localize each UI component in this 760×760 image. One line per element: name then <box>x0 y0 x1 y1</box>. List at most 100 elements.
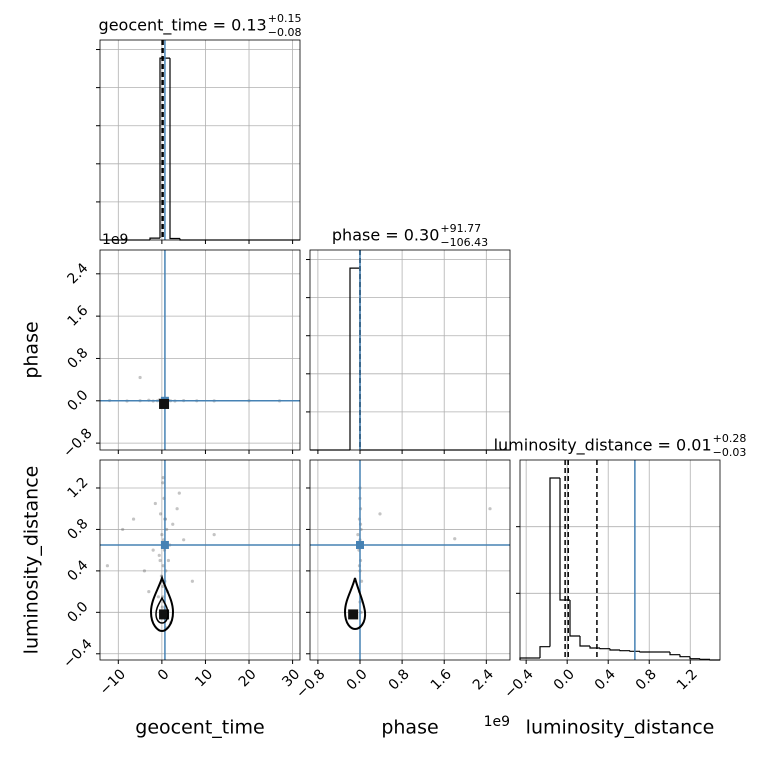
panel-title: luminosity_distance = 0.01 <box>494 436 712 456</box>
sample-point <box>157 553 161 557</box>
panel-frame <box>309 249 511 451</box>
y-tick-label: 0.4 <box>64 557 91 584</box>
sample-point <box>161 481 165 485</box>
sample-point <box>378 512 382 516</box>
sample-point <box>105 564 110 568</box>
sample-point <box>488 507 492 511</box>
title-superscript: +0.15 <box>268 12 302 25</box>
x-tick-label: 0.8 <box>386 666 413 693</box>
title-subscript: −0.03 <box>713 446 747 459</box>
sample-point <box>160 605 164 609</box>
y-tick-label: 0.0 <box>64 387 91 414</box>
x-axis-label: geocent_time <box>135 717 264 739</box>
panel: −0.8 0.0 0.8 1.6 2.4 phase 1e9 <box>293 459 511 739</box>
y-axis-label: luminosity_distance <box>21 466 43 655</box>
y-tick-label: 2.4 <box>64 260 91 287</box>
histogram-step <box>159 57 170 239</box>
peak-marker <box>348 609 359 620</box>
sample-point <box>171 522 175 526</box>
panel-background <box>520 460 720 660</box>
x-tick-label: 20 <box>236 666 260 690</box>
truth-marker <box>356 540 364 549</box>
title-superscript: +0.28 <box>713 432 747 445</box>
panel-background <box>310 250 510 450</box>
title-superscript: +91.77 <box>440 222 481 235</box>
contour <box>343 577 367 631</box>
x-tick-label: −0.4 <box>501 666 536 701</box>
histogram-step <box>629 650 640 652</box>
x-tick-label: 0 <box>155 666 173 684</box>
panel: geocent_time = 0.13 +0.15−0.08 <box>96 12 301 244</box>
x-tick-label: 0.8 <box>633 666 660 693</box>
sample-point <box>156 595 160 599</box>
panel-frame <box>99 39 301 241</box>
panel-title: phase = 0.30 <box>332 226 439 245</box>
x-tick-label: 0.4 <box>592 666 619 693</box>
panel: −0.8 0.0 0.8 1.6 2.4 phase 1e9 <box>21 232 301 461</box>
panel-background <box>310 460 510 660</box>
contours <box>149 574 367 633</box>
histogram-step <box>349 267 360 450</box>
histogram-step <box>559 478 570 601</box>
x-tick-label: 2.4 <box>470 666 497 693</box>
panel-background <box>100 460 300 660</box>
histogram-step <box>639 651 650 653</box>
sample-point <box>153 501 157 506</box>
x-tick-label: 10 <box>192 666 216 690</box>
sample-point <box>121 527 125 532</box>
x-axis-label: luminosity_distance <box>526 717 715 739</box>
sample-point <box>212 533 216 537</box>
histogram-step <box>699 658 710 660</box>
y-tick-label: −0.8 <box>60 425 95 460</box>
histogram-step <box>609 648 620 651</box>
panel-frame <box>99 459 301 661</box>
contour <box>149 574 175 633</box>
sample-point <box>182 538 186 542</box>
panel: −10 0 10 20 30−0.40.00.40.81.2geocent_timelu… <box>21 459 303 739</box>
panel-frame <box>99 249 301 451</box>
x-tick-label: 0.0 <box>344 666 371 693</box>
x-tick-label: 1.6 <box>428 666 455 693</box>
sample-point <box>166 558 171 563</box>
sample-point <box>453 537 457 541</box>
y-tick-label: −0.4 <box>60 636 95 671</box>
histogram-step <box>549 477 560 647</box>
x-tick-label: −0.8 <box>293 666 328 701</box>
x-axis-label: phase <box>381 717 438 739</box>
sample-point <box>161 584 165 589</box>
y-tick-label: 1.6 <box>64 303 91 330</box>
sample-point <box>158 558 162 563</box>
sample-point <box>138 375 142 380</box>
panel: phase = 0.30 +91.77−106.43 <box>306 222 511 454</box>
sample-point <box>190 579 194 583</box>
contour <box>155 596 169 624</box>
y-offset-label: 1e9 <box>102 232 128 248</box>
histogram-step <box>579 636 590 647</box>
panel: −0.4 0.0 0.4 0.8 1.2 luminosity_distance = 0.… <box>494 432 747 739</box>
x-tick-label: 0.0 <box>551 666 578 693</box>
panel-background <box>100 40 300 240</box>
sample-point <box>158 512 163 516</box>
x-offset-label: 1e9 <box>484 714 510 730</box>
histogram-step <box>599 648 610 650</box>
peak-marker <box>159 398 170 409</box>
sample-point <box>151 548 155 552</box>
sample-point <box>161 564 165 568</box>
y-tick-label: 0.0 <box>64 599 91 626</box>
histogram-step <box>169 58 180 240</box>
histogram-step <box>679 654 690 658</box>
panel-title: geocent_time = 0.13 <box>99 16 267 36</box>
panel-background <box>100 250 300 450</box>
y-tick-label: 0.8 <box>64 345 91 372</box>
panel-frame <box>519 459 721 661</box>
sample-point <box>131 517 136 521</box>
peak-marker <box>159 609 170 620</box>
y-axis-label: phase <box>21 321 43 378</box>
sample-point <box>175 507 179 511</box>
x-tick-label: −10 <box>97 666 129 698</box>
sample-point <box>142 569 147 573</box>
truth-marker <box>160 540 169 549</box>
sample-point <box>160 533 164 537</box>
panel-frame <box>309 459 511 661</box>
